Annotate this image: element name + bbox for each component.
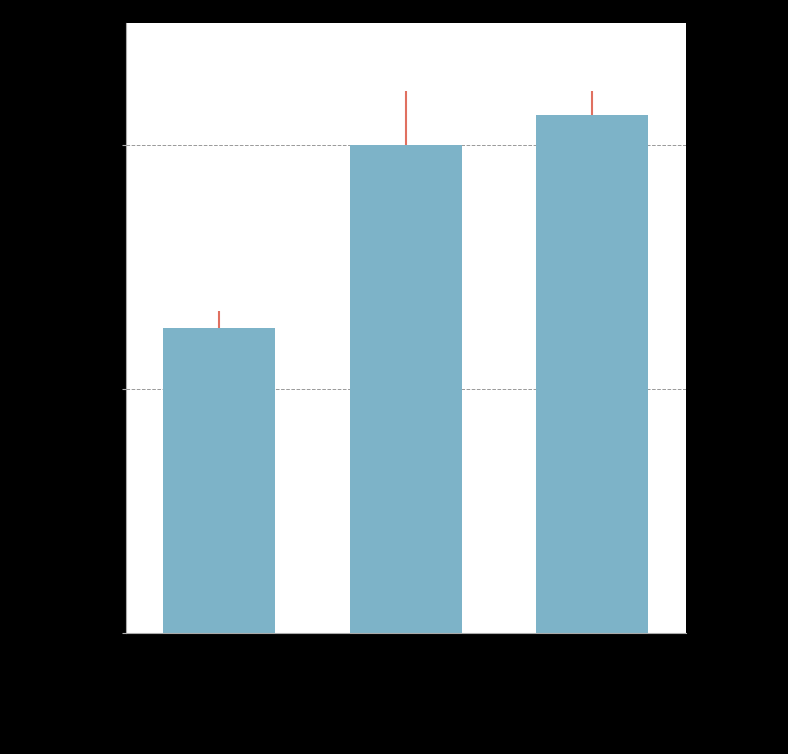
Bar <box>163 328 275 633</box>
Bar <box>350 145 462 633</box>
Y-axis label: Número de cópias: Número de cópias <box>76 240 95 416</box>
Bar <box>537 115 649 633</box>
